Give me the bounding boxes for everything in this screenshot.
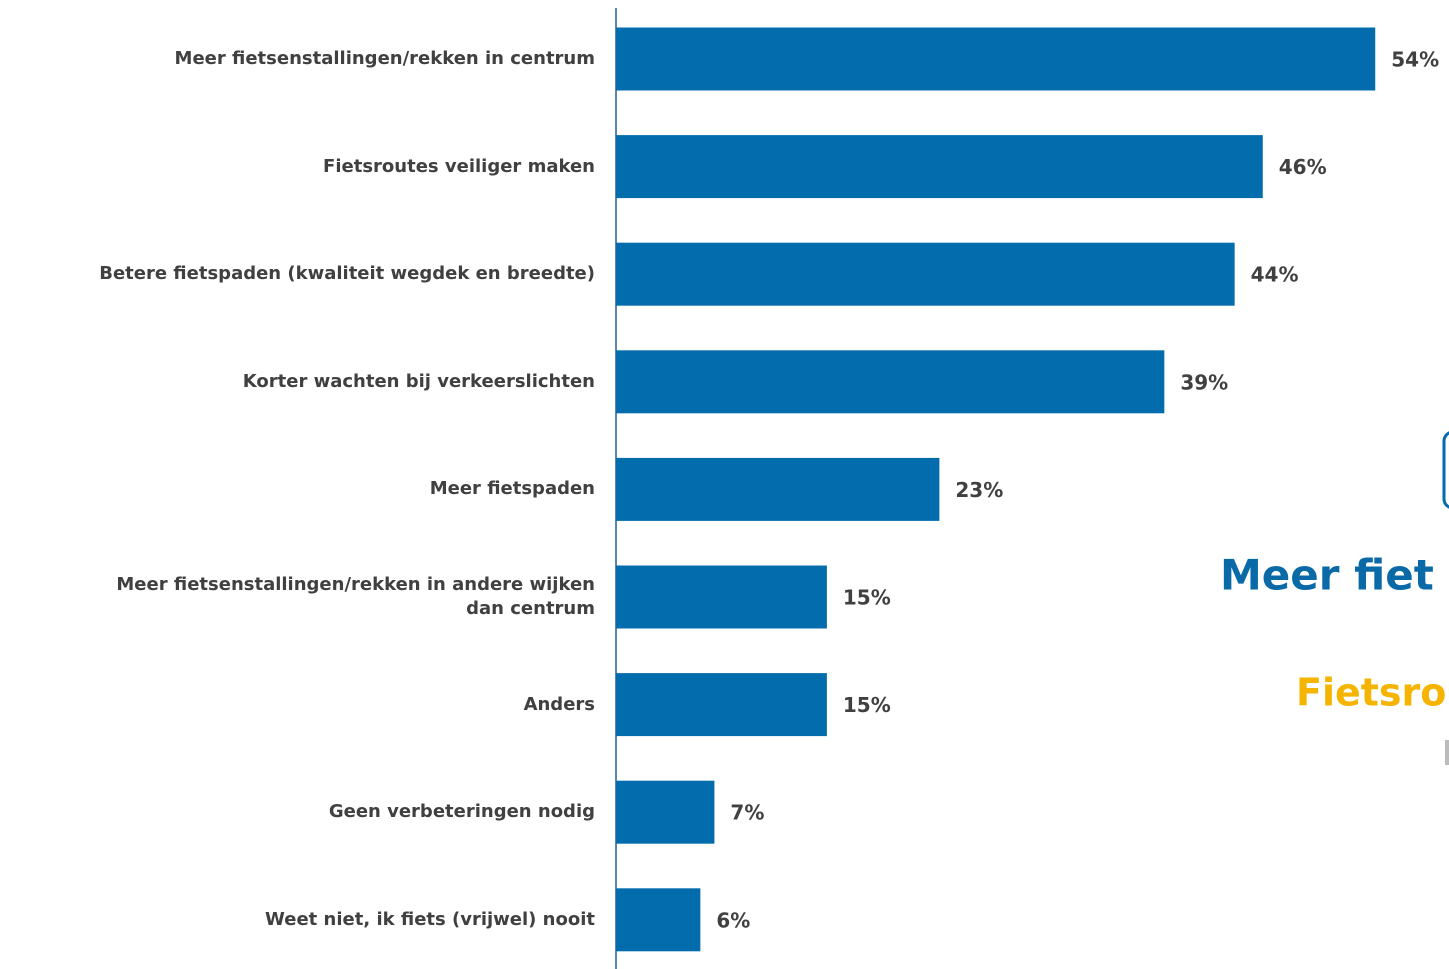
bar — [616, 457, 940, 521]
category-label: Fietsroutes veiliger maken — [323, 155, 595, 177]
annotation: Fietsro — [1296, 671, 1446, 715]
value-label: 46% — [1279, 155, 1327, 179]
value-label: 6% — [716, 908, 750, 932]
category-label: Weet niet, ik fiets (vrijwel) nooit — [265, 908, 595, 930]
bar — [616, 27, 1376, 91]
value-label: 15% — [843, 693, 891, 717]
value-label: 44% — [1251, 263, 1299, 287]
category-label: Geen verbeteringen nodig — [328, 801, 595, 823]
category-label: Anders — [523, 693, 595, 715]
bar — [616, 350, 1165, 414]
bar — [616, 888, 701, 952]
category-label: Meer fietspaden — [429, 478, 595, 500]
value-label: 23% — [955, 478, 1003, 502]
partial-mark — [1445, 740, 1449, 765]
annotation: Meer fiet — [1220, 551, 1434, 600]
bar — [616, 565, 827, 629]
partial-box — [1442, 431, 1449, 509]
bar — [616, 242, 1235, 306]
bar — [616, 780, 715, 844]
bar — [616, 135, 1263, 199]
category-label: Meer fietsenstallingen/rekken in andere … — [116, 574, 595, 619]
category-label: Meer fietsenstallingen/rekken in centrum — [174, 48, 595, 69]
category-label: Betere fietspaden (kwaliteit wegdek en b… — [99, 263, 595, 285]
category-label: Korter wachten bij verkeerslichten — [242, 370, 595, 392]
bar — [616, 673, 827, 737]
value-label: 7% — [730, 801, 764, 825]
value-label: 39% — [1180, 370, 1228, 394]
value-label: 15% — [843, 586, 891, 610]
value-label: 54% — [1391, 48, 1439, 72]
